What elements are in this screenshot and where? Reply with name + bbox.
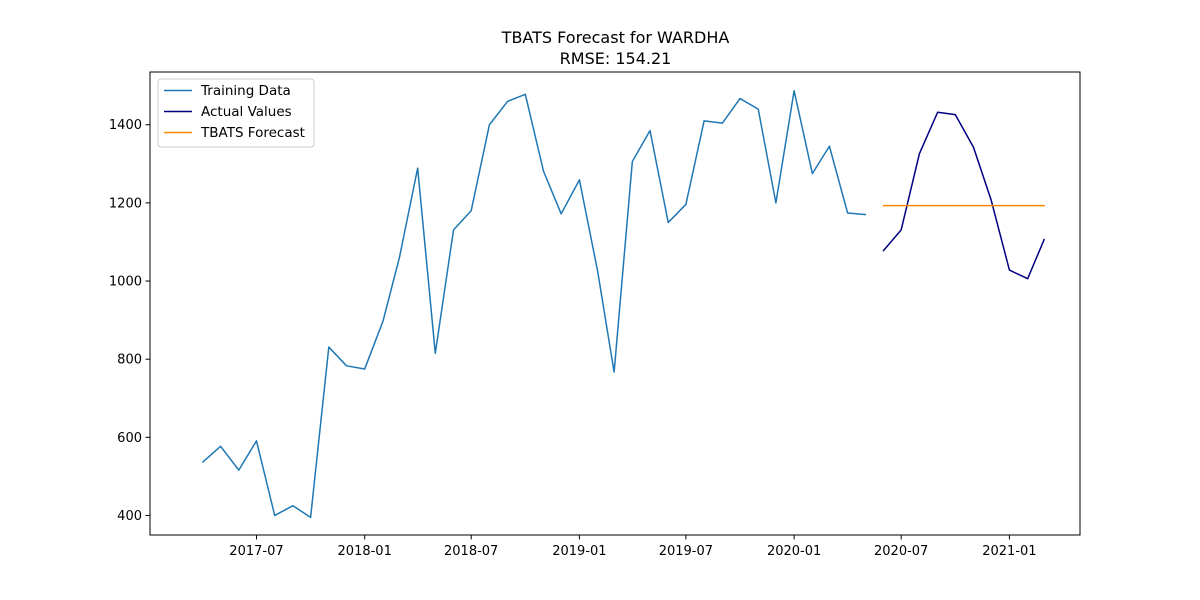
y-tick-label: 600 bbox=[117, 431, 142, 446]
y-tick-label: 1400 bbox=[109, 118, 142, 133]
x-tick-label: 2019-07 bbox=[659, 544, 713, 559]
y-tick-label: 400 bbox=[117, 509, 142, 524]
x-tick-label: 2019-01 bbox=[552, 544, 606, 559]
x-tick-label: 2018-07 bbox=[444, 544, 498, 559]
x-tick-label: 2018-01 bbox=[338, 544, 392, 559]
chart-title: TBATS Forecast for WARDHA bbox=[501, 28, 730, 47]
x-tick-label: 2020-01 bbox=[767, 544, 821, 559]
plot-frame bbox=[149, 71, 1081, 536]
legend-label-0: Training Data bbox=[200, 83, 291, 99]
plot-lines bbox=[201, 90, 1046, 519]
series-line-0 bbox=[201, 90, 867, 519]
legend-label-2: TBATS Forecast bbox=[200, 125, 305, 141]
legend-box bbox=[157, 78, 315, 148]
y-tick-label: 800 bbox=[117, 353, 142, 368]
y-tick-label: 1200 bbox=[109, 196, 142, 211]
x-tick-label: 2017-07 bbox=[229, 544, 283, 559]
x-axis: 2017-07 2018-01 2018-07 2019-01 2019-07 2020-… bbox=[229, 535, 1037, 559]
y-axis: 400 600 800 1000 1200 1400 bbox=[109, 118, 150, 524]
series-line-1 bbox=[882, 111, 1046, 280]
legend: Training Data Actual Values TBATS Forecast bbox=[157, 78, 315, 148]
chart-subtitle: RMSE: 154.21 bbox=[560, 49, 672, 68]
x-tick-label: 2021-01 bbox=[982, 544, 1036, 559]
x-tick-label: 2020-07 bbox=[874, 544, 928, 559]
y-tick-label: 1000 bbox=[109, 275, 142, 290]
legend-label-1: Actual Values bbox=[201, 104, 292, 120]
